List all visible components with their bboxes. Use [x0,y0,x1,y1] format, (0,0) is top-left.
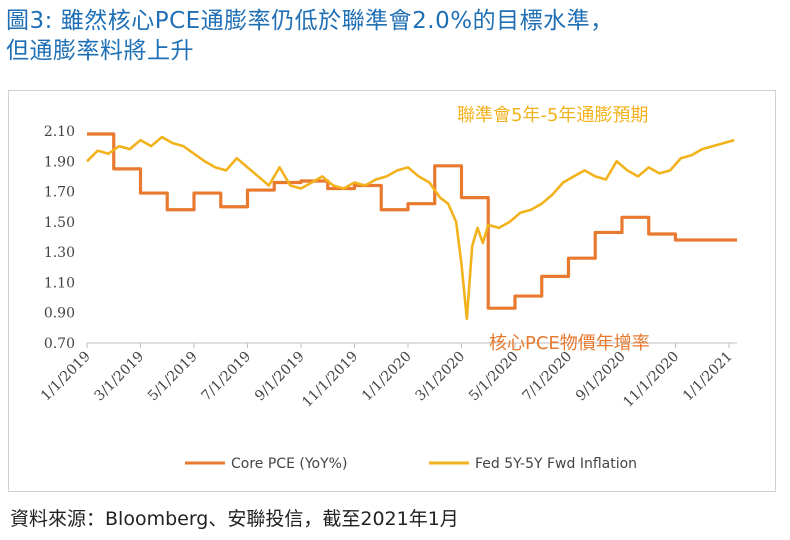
y-tick-label: 0.90 [44,306,75,322]
title-line-2: 但通膨率料將上升 [6,38,194,64]
title-line-1: 圖3: 雖然核心PCE通膨率仍低於聯準會2.0%的目標水準， [6,8,614,34]
x-tick-label: 1/1/2021 [680,349,736,405]
legend-label-core-pce: Core PCE (YoY%) [231,456,347,472]
x-tick-label: 1/1/2020 [359,349,415,405]
series-line-core-pce [87,132,737,310]
x-tick-label: 5/1/2019 [145,349,201,405]
y-tick-label: 2.10 [44,124,75,140]
y-tick-label: 1.70 [44,185,75,201]
x-tick-label: 9/1/2019 [252,349,308,405]
source-note: 資料來源：Bloomberg、安聯投信，截至2021年1月 [10,508,459,530]
annotation-fed-5y5y: 聯準會5年-5年通膨預期 [457,105,648,126]
y-tick-label: 1.10 [44,275,75,291]
x-tick-label: 7/1/2020 [520,349,576,405]
x-tick-label: 3/1/2020 [413,349,469,405]
y-tick-label: 1.30 [44,245,75,261]
x-tick-label: 9/1/2020 [573,349,629,405]
chart-frame: 2.10 1.90 1.70 1.50 1.30 1.10 0.90 0.70 1/1/2019… [8,90,776,492]
chart-title: 圖3: 雖然核心PCE通膨率仍低於聯準會2.0%的目標水準， 但通膨率料將上升 [6,6,786,66]
annotation-core-pce: 核心PCE物價年增率 [489,333,650,354]
x-tick-label: 11/1/2019 [299,349,361,411]
y-tick-label: 1.90 [44,154,75,170]
line-chart: 2.10 1.90 1.70 1.50 1.30 1.10 0.90 0.701/1/2019… [38,105,737,472]
x-tick-label: 5/1/2020 [466,349,522,405]
legend-label-fed-5y5y: Fed 5Y-5Y Fwd Inflation [475,456,637,472]
y-tick-label: 0.70 [44,336,75,352]
x-tick-label: 3/1/2019 [92,349,148,405]
y-tick-label: 1.50 [44,215,75,231]
x-tick-label: 7/1/2019 [199,349,255,405]
x-tick-label: 1/1/2019 [38,349,94,405]
series-line-fed-5y5y [86,135,735,321]
x-tick-label: 11/1/2020 [620,349,682,411]
